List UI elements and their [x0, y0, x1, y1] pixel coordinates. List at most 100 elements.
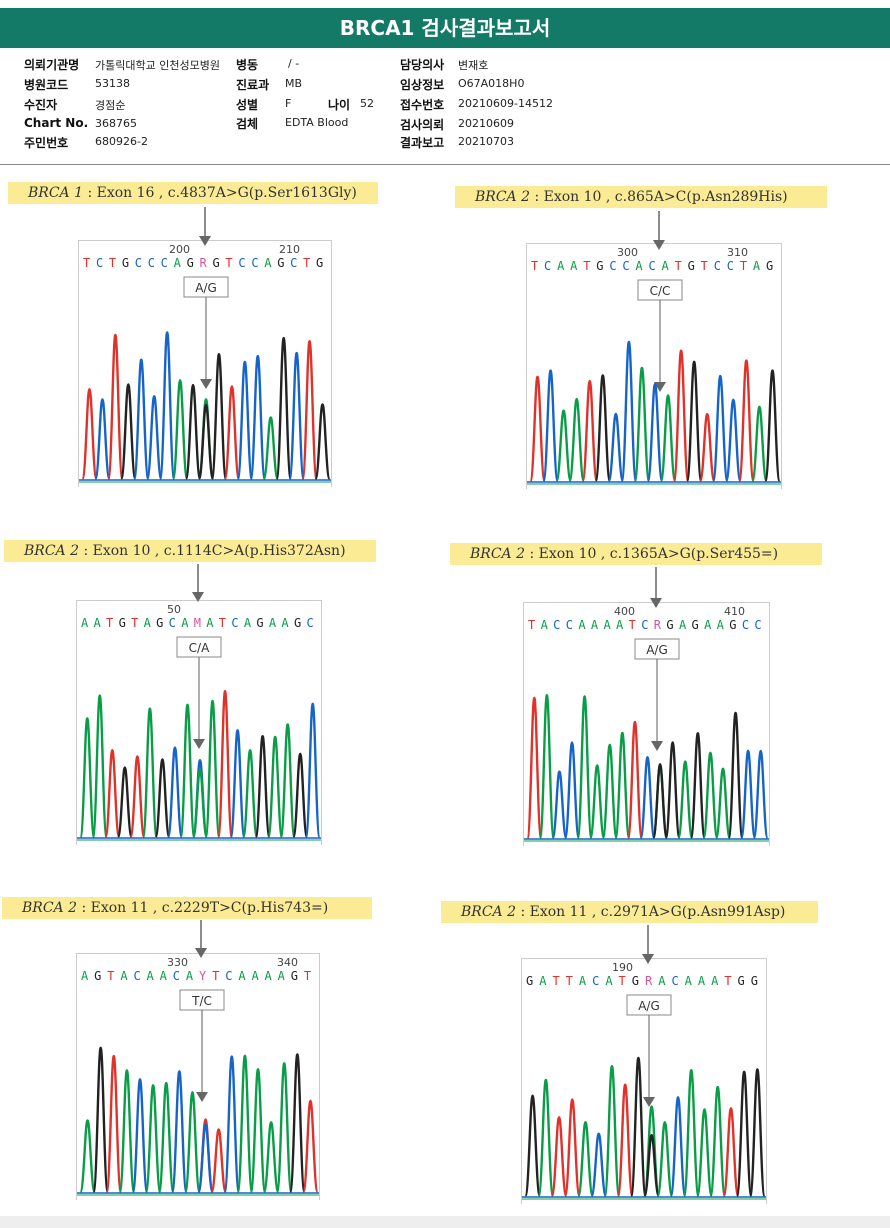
base-call: G: [122, 256, 129, 270]
base-call: A: [81, 616, 89, 630]
base-call: T: [531, 259, 538, 273]
tick-label: 300: [617, 246, 638, 259]
base-call: A: [251, 969, 259, 983]
base-call: A: [265, 969, 273, 983]
label-clinical-info: 임상정보: [400, 78, 445, 92]
base-call: A: [658, 974, 666, 988]
pointer-arrowhead: [193, 739, 205, 749]
trace-peak: [104, 749, 121, 839]
base-call: T: [701, 259, 708, 273]
base-call: C: [306, 616, 313, 630]
base-call: T: [303, 256, 310, 270]
page-footer: [0, 1216, 890, 1228]
base-call: G: [666, 618, 673, 632]
trace-peak: [589, 764, 606, 840]
variant-desc: : Exon 16 , c.4837A>G(p.Ser1613Gly): [87, 185, 357, 201]
base-call: C: [238, 256, 245, 270]
trace-peak: [184, 383, 202, 481]
trace-peak: [314, 403, 331, 481]
genotype-label: A/G: [646, 643, 668, 657]
variant-heading: BRCA 1 : Exon 16 , c.4837A>G(p.Ser1613Gl…: [8, 182, 378, 204]
variant-gene: BRCA 2: [475, 189, 531, 205]
base-call: G: [729, 618, 736, 632]
base-call: T: [528, 618, 535, 632]
trace-peak: [288, 351, 305, 481]
base-call: C: [231, 616, 238, 630]
trace-peak: [254, 735, 271, 839]
base-call: C: [714, 259, 721, 273]
trace-peak: [302, 1099, 319, 1194]
trace-peak: [288, 1053, 306, 1194]
trace-peak: [145, 395, 163, 481]
trace-peak: [696, 1108, 713, 1198]
trace-peak: [229, 729, 246, 839]
tick-label: 310: [727, 246, 748, 259]
trace-peak: [301, 340, 318, 481]
trace-peak: [633, 366, 651, 483]
base-call: A: [186, 969, 194, 983]
trace-peak: [672, 349, 690, 483]
trace-peak: [677, 760, 694, 840]
trace-peak: [197, 1123, 214, 1194]
base-call: A: [591, 618, 599, 632]
trace-peak: [555, 409, 572, 483]
trace-peak: [144, 1084, 162, 1194]
base-call: G: [692, 618, 699, 632]
base-call: G: [277, 256, 284, 270]
variant-desc: : Exon 10 , c.865A>C(p.Asn289His): [534, 189, 788, 205]
variant-desc: : Exon 10 , c.1365A>G(p.Ser455=): [529, 546, 779, 562]
variant-gene: BRCA 2: [22, 900, 78, 916]
value-physician: 변재호: [458, 59, 489, 72]
base-call: A: [94, 616, 102, 630]
base-call: A: [753, 259, 761, 273]
base-call: A: [206, 616, 214, 630]
trace-peak: [170, 1070, 188, 1194]
base-call: G: [156, 616, 163, 630]
base-call: C: [553, 618, 560, 632]
trace-peak: [626, 720, 644, 840]
trace-peak: [594, 374, 612, 483]
base-call: A: [578, 618, 586, 632]
tick-label: 400: [614, 605, 635, 618]
base-call: A: [281, 616, 289, 630]
trace-peak: [223, 385, 241, 481]
base-call: T: [83, 256, 90, 270]
trace-peak: [581, 379, 599, 483]
base-call: R: [654, 618, 662, 632]
trace-peak: [129, 755, 146, 839]
base-call: T: [131, 616, 138, 630]
genotype-label: C/A: [189, 641, 210, 655]
base-call: C: [622, 259, 629, 273]
value-department: MB: [285, 77, 303, 90]
trace-peak: [166, 746, 184, 839]
variant-gene: BRCA 2: [24, 543, 80, 559]
trace-peak: [91, 694, 108, 839]
variant-heading: BRCA 2 : Exon 11 , c.2229T>C(p.His743=): [2, 897, 372, 919]
base-call: G: [526, 974, 533, 988]
trace-peak: [563, 1098, 581, 1198]
base-call: T: [304, 969, 311, 983]
trace-peak: [735, 1070, 753, 1198]
trace-peak: [740, 749, 757, 840]
trace-peak: [614, 731, 631, 840]
trace-peak: [249, 1068, 267, 1194]
trace-peak: [568, 397, 586, 483]
label-specimen: 검체: [236, 117, 259, 131]
base-call: A: [685, 974, 693, 988]
base-call: C: [135, 256, 142, 270]
label-physician: 담당의사: [400, 58, 445, 72]
pointer-arrowhead: [643, 1097, 655, 1107]
value-age: 52: [360, 97, 374, 110]
variant-heading: BRCA 2 : Exon 10 , c.1365A>G(p.Ser455=): [450, 543, 822, 565]
genotype-label: T/C: [191, 994, 212, 1008]
base-call: G: [187, 256, 194, 270]
base-call: C: [133, 969, 140, 983]
base-call: G: [596, 259, 603, 273]
trace-peak: [107, 333, 124, 481]
label-sex: 성별: [236, 98, 259, 112]
base-call: A: [698, 974, 706, 988]
base-call: A: [269, 616, 277, 630]
label-receipt-no: 접수번호: [400, 98, 445, 112]
trace-peak: [669, 1096, 687, 1198]
base-call: A: [174, 256, 182, 270]
